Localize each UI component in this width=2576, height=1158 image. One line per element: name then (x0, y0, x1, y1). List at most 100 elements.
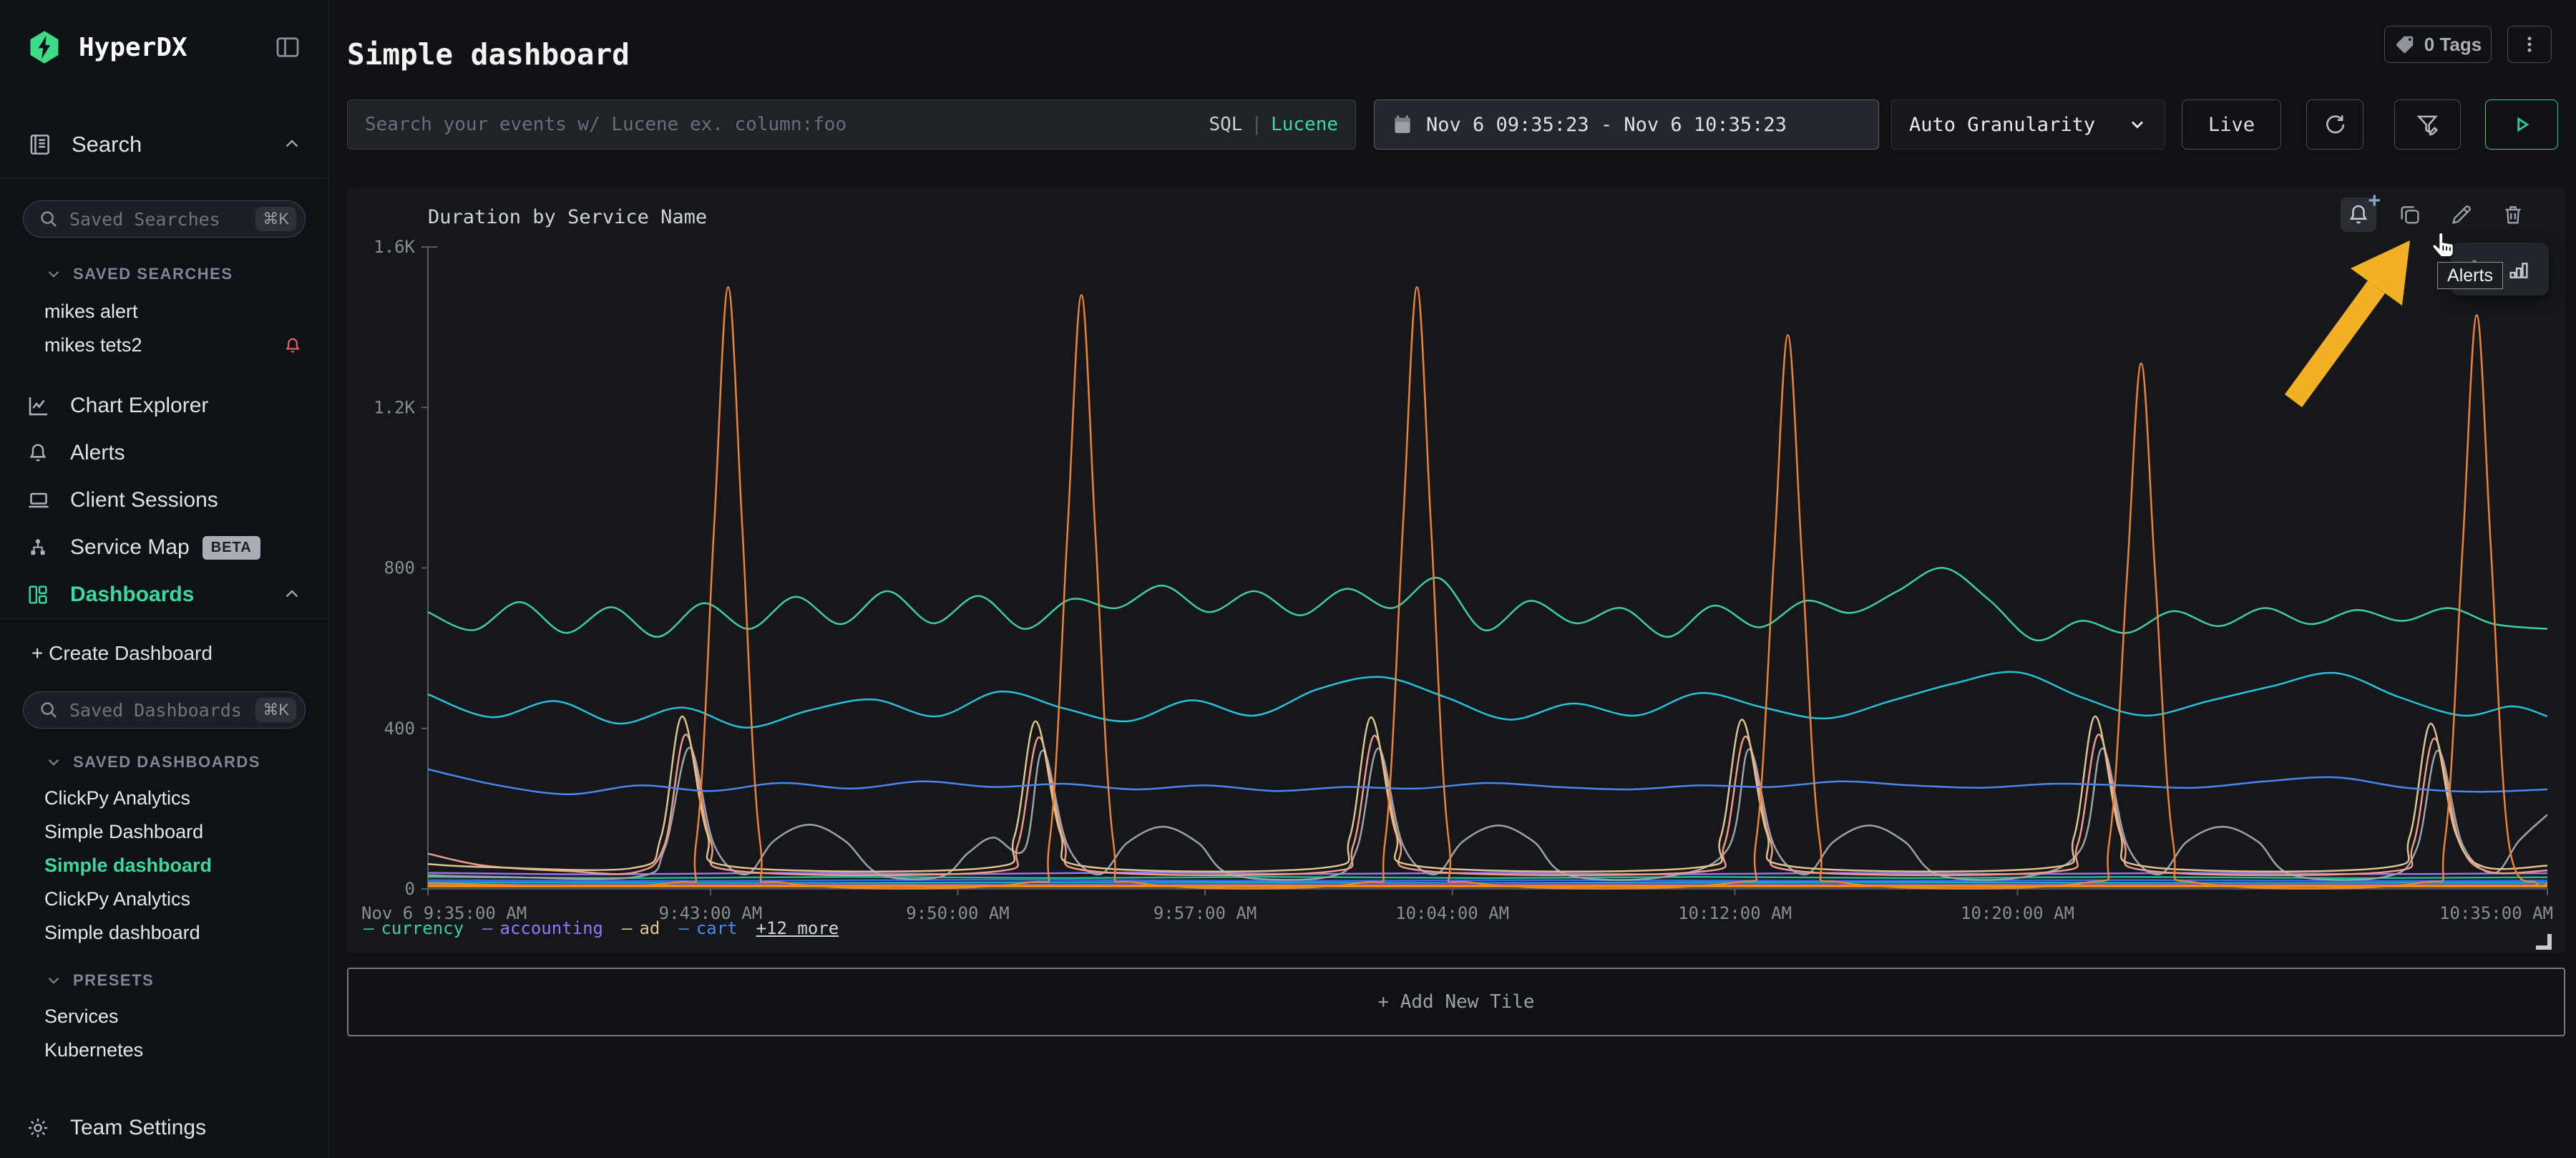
svg-text:9:50:00 AM: 9:50:00 AM (906, 903, 1010, 923)
sidebar-item-search[interactable]: Search (0, 110, 328, 179)
chevron-down-icon (48, 759, 59, 766)
lang-sql[interactable]: SQL (1209, 114, 1243, 135)
saved-dashboard-item[interactable]: ClickPy Analytics (44, 787, 191, 809)
granularity-select[interactable]: Auto Granularity (1891, 99, 2165, 150)
cursor-hand-icon (2431, 231, 2454, 258)
sidebar-item-chart-explorer[interactable]: Chart Explorer (0, 382, 328, 429)
sidebar-item-service-map[interactable]: Service Map BETA (0, 524, 328, 571)
legend-item-ad[interactable]: — ad (622, 918, 660, 938)
trash-icon (2505, 206, 2521, 224)
series-cyan (428, 671, 2547, 729)
tile-delete-button[interactable] (2495, 198, 2531, 232)
svg-text:10:20:00 AM: 10:20:00 AM (1961, 903, 2074, 923)
series-gray (428, 746, 2547, 881)
saved-dashboards-placeholder: Saved Dashboards (69, 699, 242, 721)
series-ad (428, 715, 2547, 873)
tile-alert-button[interactable]: + (2341, 189, 2381, 232)
svg-text:0: 0 (405, 879, 415, 899)
svg-text:Nov 6 9:35:00 AM: Nov 6 9:35:00 AM (361, 903, 527, 923)
kebab-menu-button[interactable] (2507, 26, 2552, 63)
tile-edit-button[interactable] (2444, 198, 2479, 232)
svg-text:10:04:00 AM: 10:04:00 AM (1395, 903, 1509, 923)
series-cart (428, 768, 2547, 795)
tile-resize-handle[interactable] (2536, 934, 2552, 950)
legend-more-link[interactable]: +12 more (756, 918, 839, 938)
chevron-down-icon (48, 977, 59, 984)
legend-item-currency[interactable]: — currency (364, 918, 464, 938)
saved-dashboard-item[interactable]: Simple Dashboard (44, 821, 204, 842)
tag-icon (2396, 36, 2414, 53)
chart-legend: — currency — accounting — ad — cart +12 more (364, 918, 839, 938)
svg-text:10:35:00 AM: 10:35:00 AM (2439, 903, 2553, 923)
event-search-placeholder: Search your events w/ Lucene ex. column:… (365, 114, 847, 135)
add-new-tile-button[interactable]: + Add New Tile (347, 968, 2565, 1036)
chart-tile: Duration by Service Name + (347, 188, 2565, 953)
chart-title: Duration by Service Name (428, 206, 708, 228)
plus-icon: + (2368, 189, 2381, 213)
kebab-icon (2527, 37, 2532, 52)
search-label: Search (72, 131, 142, 157)
sidebar-item-team-settings[interactable]: Team Settings (0, 1104, 328, 1152)
saved-dashboard-item[interactable]: Simple dashboard (44, 922, 200, 943)
bell-icon (29, 444, 47, 462)
saved-search-item[interactable]: mikes tets2 (0, 329, 328, 362)
gear-icon (28, 1118, 48, 1138)
tags-button[interactable]: 0 Tags (2384, 26, 2492, 63)
shortcut-badge: ⌘K (255, 207, 296, 231)
bar-chart-icon (2509, 263, 2528, 278)
laptop-icon (29, 492, 49, 508)
date-range-picker[interactable]: Nov 6 09:35:23 - Nov 6 10:35:23 (1374, 99, 1879, 150)
beta-badge: BETA (202, 535, 260, 560)
saved-searches-placeholder: Saved Searches (69, 208, 220, 230)
series-spiky-orange (428, 286, 2547, 890)
hyperdx-logo-icon (30, 31, 59, 64)
sidebar-item-dashboards[interactable]: Dashboards (0, 571, 328, 618)
run-query-button[interactable] (2485, 99, 2558, 150)
saved-searches-input[interactable]: Saved Searches ⌘K (23, 200, 306, 238)
saved-dashboards-input[interactable]: Saved Dashboards ⌘K (23, 691, 306, 729)
sidebar-item-alerts[interactable]: Alerts (0, 429, 328, 477)
search-icon (41, 211, 57, 227)
svg-text:10:12:00 AM: 10:12:00 AM (1678, 903, 1792, 923)
lang-lucene[interactable]: Lucene (1271, 114, 1338, 135)
chevron-up-icon[interactable] (281, 584, 303, 605)
page-title: Simple dashboard (347, 37, 630, 72)
svg-text:1.2K: 1.2K (374, 397, 415, 417)
legend-item-accounting[interactable]: — accounting (482, 918, 603, 938)
refresh-button[interactable] (2306, 99, 2363, 150)
saved-dashboard-item-active[interactable]: Simple dashboard (44, 855, 213, 876)
sidebar-collapse-icon[interactable] (273, 32, 303, 62)
tile-toolbar: + (2341, 189, 2531, 232)
presets-header[interactable]: PRESETS (0, 971, 328, 990)
create-dashboard-button[interactable]: + Create Dashboard (31, 641, 213, 664)
legend-item-cart[interactable]: — cart (678, 918, 738, 938)
alerts-tooltip: Alerts (2437, 262, 2503, 289)
series-indigo-low (428, 878, 2547, 882)
copy-icon (2401, 206, 2419, 224)
event-search-input[interactable]: Search your events w/ Lucene ex. column:… (347, 99, 1356, 150)
chevron-up-icon[interactable] (281, 134, 303, 155)
saved-search-item[interactable]: mikes alert (44, 301, 138, 322)
preset-item-kubernetes[interactable]: Kubernetes (44, 1039, 144, 1061)
filter-edit-button[interactable] (2394, 99, 2461, 150)
refresh-icon (2326, 115, 2345, 134)
live-button[interactable]: Live (2182, 99, 2281, 150)
saved-dashboards-header[interactable]: SAVED DASHBOARDS (0, 753, 328, 772)
svg-text:400: 400 (384, 719, 415, 739)
duration-chart[interactable]: 1.6K 1.2K 800 400 0 Nov 6 9:35:00 AM 9:43:00 A… (361, 233, 2565, 941)
shortcut-badge: ⌘K (255, 698, 296, 722)
preset-item-services[interactable]: Services (44, 1006, 119, 1027)
pencil-icon (2451, 205, 2471, 225)
filter-pencil-icon (2416, 115, 2438, 136)
saved-searches-header[interactable]: SAVED SEARCHES (0, 265, 328, 283)
svg-text:9:43:00 AM: 9:43:00 AM (659, 903, 763, 923)
series-accounting (428, 871, 2547, 876)
series-salmon (428, 733, 2547, 877)
sidebar-item-client-sessions[interactable]: Client Sessions (0, 477, 328, 524)
bell-plus-icon (2349, 205, 2368, 224)
series-teal-low (428, 875, 2547, 880)
svg-text:800: 800 (384, 558, 415, 578)
tile-duplicate-button[interactable] (2392, 198, 2428, 232)
play-icon (2517, 117, 2529, 132)
saved-dashboard-item[interactable]: ClickPy Analytics (44, 888, 191, 910)
